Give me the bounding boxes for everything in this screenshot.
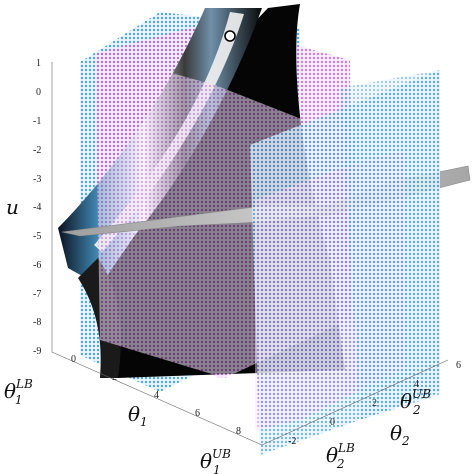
- theta1-tick-label: 8: [236, 426, 241, 437]
- u-tick-label: -9: [33, 346, 41, 357]
- u-tick-label: 0: [36, 87, 41, 98]
- theta2-tick-label: 2: [372, 398, 377, 409]
- u-tick-label: -3: [33, 174, 41, 185]
- theta2-axis-line: [261, 359, 449, 446]
- u-tick-label: -8: [33, 317, 41, 328]
- theta1-axis-ticks: 0 2 4 6 8: [71, 354, 241, 437]
- theta1-tick-label: 4: [154, 390, 159, 401]
- u-tick-label: -2: [33, 145, 41, 156]
- u-tick-label: -1: [33, 116, 41, 127]
- theta1-tick-label: 2: [112, 372, 117, 383]
- marker-point: [224, 30, 236, 42]
- theta2-tick-label: -2: [288, 436, 296, 447]
- theta1-tick-label: 6: [195, 408, 200, 419]
- theta2-ub-label: θUB 2: [400, 387, 431, 417]
- u-tick-label: -4: [33, 202, 41, 213]
- theta1-axis-label: θ1: [128, 402, 148, 429]
- u-tick-label: 1: [36, 58, 41, 69]
- theta1-ub-label: θUB 1: [200, 447, 231, 474]
- theta2-tick-label: 6: [456, 360, 461, 371]
- theta2-axis-ticks: -2 0 2 4 6: [288, 360, 461, 447]
- plane-front-blue: [340, 70, 440, 420]
- u-axis-label: u: [6, 195, 19, 219]
- u-tick-label: -6: [33, 260, 41, 271]
- u-tick-label: -7: [33, 289, 41, 300]
- u-tick-label: -5: [33, 231, 41, 242]
- theta2-lb-label: θLB 2: [326, 441, 355, 471]
- theta1-tick-label: 0: [71, 354, 76, 365]
- theta2-tick-label: 4: [414, 379, 419, 390]
- u-axis-ticks: 1 0 -1 -2 -3 -4 -5 -6 -7 -8 -9: [33, 58, 41, 357]
- theta2-axis-label: θ2: [390, 421, 410, 448]
- theta1-axis-line: [51, 351, 263, 446]
- theta1-lb-label: θLB 1: [4, 377, 33, 407]
- theta2-tick-label: 0: [330, 417, 335, 428]
